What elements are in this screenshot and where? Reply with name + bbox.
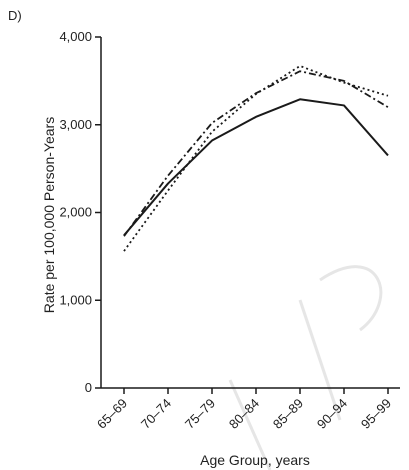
- x-tick-label: 65–69: [94, 396, 130, 432]
- series-line-dotted: [123, 65, 389, 252]
- y-tick-label: 0: [85, 380, 92, 395]
- y-axis-title: Rate per 100,000 Person-Years: [41, 117, 57, 313]
- series-line-dashdot: [123, 70, 389, 237]
- x-tick-label: 70–74: [138, 396, 174, 432]
- x-tick-label: 95–99: [358, 396, 394, 432]
- series-group: [123, 65, 389, 252]
- panel-label: D): [8, 8, 22, 23]
- x-tick-label: 90–94: [314, 396, 350, 432]
- y-tick-label: 4,000: [59, 29, 92, 44]
- x-tick-label: 85–89: [270, 396, 306, 432]
- watermark: [228, 265, 383, 470]
- x-tick-label: 75–79: [182, 396, 218, 432]
- y-tick-label: 2,000: [59, 205, 92, 220]
- x-axis-title: Age Group, years: [200, 452, 310, 468]
- y-axis: 0 1,000 2,000 3,000 4,000: [59, 29, 102, 395]
- y-tick-label: 3,000: [59, 117, 92, 132]
- y-tick-label: 1,000: [59, 292, 92, 307]
- x-axis: 65–69 70–74 75–79 80–84 85–89 90–94 95–99: [94, 387, 400, 432]
- series-line-solid: [123, 98, 389, 236]
- x-tick-label: 80–84: [226, 396, 262, 432]
